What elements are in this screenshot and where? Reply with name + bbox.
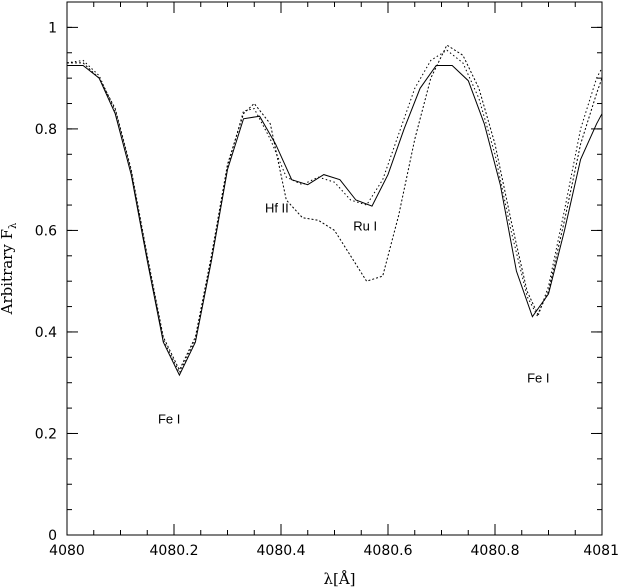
y-axis-title-subscript: λ bbox=[8, 222, 19, 229]
spectrum-series-1 bbox=[67, 65, 603, 377]
x-tick-label: 4080.8 bbox=[471, 543, 520, 559]
x-axis-title: λ[Å] bbox=[323, 570, 355, 588]
x-tick-label: 4080.4 bbox=[257, 543, 306, 559]
tick-labels: 4080 4080.2 4080.4 4080.6 4080.8 4081 0 0.2 0.4 0… bbox=[35, 20, 619, 559]
spectrum-series-2 bbox=[67, 44, 603, 372]
y-tick-label: 0.6 bbox=[35, 223, 57, 239]
y-tick-label: 0 bbox=[48, 528, 57, 544]
y-tick-label: 0.2 bbox=[35, 426, 57, 442]
x-tick-label: 4080.6 bbox=[364, 543, 413, 559]
line-annotation: Fe I bbox=[527, 371, 549, 386]
y-tick-label: 0.4 bbox=[35, 325, 57, 341]
y-axis-title-main: Arbitrary F bbox=[0, 229, 16, 315]
line-annotations: Hf II Ru I Fe I Fe I bbox=[158, 201, 550, 427]
spectrum-series-3 bbox=[66, 49, 603, 374]
line-annotation: Hf II bbox=[265, 201, 289, 216]
series-lines bbox=[66, 44, 603, 377]
x-tick-label: 4080 bbox=[49, 543, 85, 559]
axis-ticks bbox=[66, 1, 603, 536]
line-annotation: Fe I bbox=[158, 411, 180, 426]
line-annotation: Ru I bbox=[353, 218, 377, 233]
y-tick-label: 1 bbox=[48, 20, 57, 36]
y-tick-label: 0.8 bbox=[35, 122, 57, 138]
x-tick-label: 4081 bbox=[583, 543, 619, 559]
x-tick-label: 4080.2 bbox=[150, 543, 199, 559]
y-axis-title: Arbitrary Fλ bbox=[0, 222, 19, 315]
plot-frame bbox=[66, 1, 603, 536]
